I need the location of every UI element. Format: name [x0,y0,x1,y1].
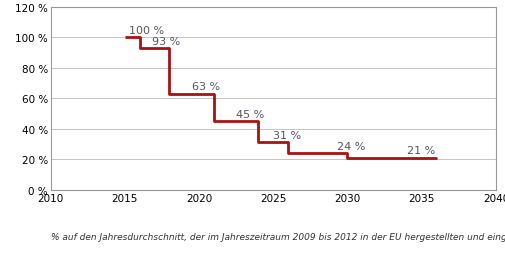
Text: 100 %: 100 % [129,26,164,36]
Text: 63 %: 63 % [191,82,219,92]
Text: 24 %: 24 % [336,141,365,151]
Text: % auf den Jahresdurchschnitt, der im Jahreszeitraum 2009 bis 2012 in der EU herg: % auf den Jahresdurchschnitt, der im Jah… [50,232,505,241]
Text: 45 %: 45 % [236,109,264,119]
Text: 93 %: 93 % [151,36,179,46]
Text: 31 %: 31 % [273,131,301,141]
Text: 21 %: 21 % [406,146,434,156]
